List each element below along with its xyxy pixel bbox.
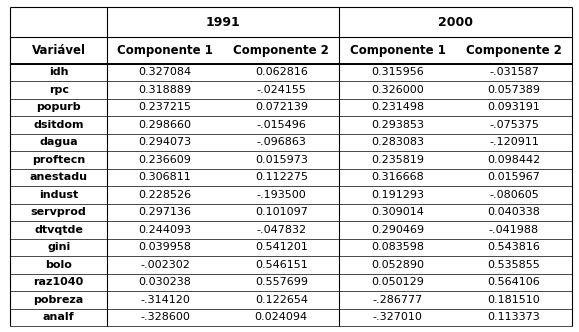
Text: 0.535855: 0.535855 xyxy=(488,260,540,270)
Text: 0.228526: 0.228526 xyxy=(138,190,192,200)
Text: Componente 2: Componente 2 xyxy=(466,44,562,57)
Text: 0.181510: 0.181510 xyxy=(488,295,540,305)
Text: 0.557699: 0.557699 xyxy=(255,277,308,287)
Text: 0.015973: 0.015973 xyxy=(255,155,308,165)
Text: 0.306811: 0.306811 xyxy=(138,172,192,182)
Text: 0.050129: 0.050129 xyxy=(371,277,424,287)
Text: 0.083598: 0.083598 xyxy=(371,242,424,252)
Text: 0.283083: 0.283083 xyxy=(371,137,424,147)
Text: dtvqtde: dtvqtde xyxy=(34,225,83,235)
Text: popurb: popurb xyxy=(36,103,81,113)
Text: Componente 1: Componente 1 xyxy=(117,44,213,57)
Text: 0.072139: 0.072139 xyxy=(255,103,308,113)
Text: raz1040: raz1040 xyxy=(34,277,84,287)
Text: 0.098442: 0.098442 xyxy=(488,155,541,165)
Text: bolo: bolo xyxy=(45,260,72,270)
Text: dagua: dagua xyxy=(39,137,78,147)
Text: dsitdom: dsitdom xyxy=(34,120,84,130)
Text: -.041988: -.041988 xyxy=(489,225,539,235)
Text: -.075375: -.075375 xyxy=(489,120,539,130)
Text: -.024155: -.024155 xyxy=(256,85,306,95)
Text: servprod: servprod xyxy=(31,208,86,217)
Text: 0.309014: 0.309014 xyxy=(371,208,424,217)
Text: 0.122654: 0.122654 xyxy=(255,295,308,305)
Text: analf: analf xyxy=(43,312,75,322)
Text: 0.024094: 0.024094 xyxy=(255,312,308,322)
Text: Variável: Variável xyxy=(32,44,86,57)
Text: proftecn: proftecn xyxy=(32,155,85,165)
Text: -.047832: -.047832 xyxy=(256,225,306,235)
Text: idh: idh xyxy=(49,67,68,77)
Text: 0.543816: 0.543816 xyxy=(488,242,540,252)
Text: 0.564106: 0.564106 xyxy=(488,277,540,287)
Text: -.096863: -.096863 xyxy=(256,137,306,147)
Text: -.314120: -.314120 xyxy=(140,295,190,305)
Text: 0.326000: 0.326000 xyxy=(371,85,424,95)
Text: anestadu: anestadu xyxy=(30,172,87,182)
Text: 0.030238: 0.030238 xyxy=(138,277,192,287)
Text: 0.235819: 0.235819 xyxy=(371,155,424,165)
Text: 0.093191: 0.093191 xyxy=(488,103,540,113)
Text: Componente 2: Componente 2 xyxy=(233,44,329,57)
Text: -.031587: -.031587 xyxy=(489,67,539,77)
Text: 0.112275: 0.112275 xyxy=(255,172,308,182)
Text: 0.546151: 0.546151 xyxy=(255,260,307,270)
Text: rpc: rpc xyxy=(49,85,69,95)
Text: 0.040338: 0.040338 xyxy=(488,208,540,217)
Text: 0.327084: 0.327084 xyxy=(138,67,192,77)
Text: -.193500: -.193500 xyxy=(256,190,306,200)
Text: pobreza: pobreza xyxy=(34,295,84,305)
Text: -.015496: -.015496 xyxy=(256,120,306,130)
Text: 0.298660: 0.298660 xyxy=(138,120,192,130)
Text: 0.062816: 0.062816 xyxy=(255,67,308,77)
Text: 0.294073: 0.294073 xyxy=(138,137,192,147)
Text: 2000: 2000 xyxy=(438,16,473,29)
Text: 0.290469: 0.290469 xyxy=(371,225,424,235)
Text: 0.236609: 0.236609 xyxy=(138,155,192,165)
Text: 0.191293: 0.191293 xyxy=(371,190,424,200)
Text: 0.316668: 0.316668 xyxy=(371,172,424,182)
Text: -.120911: -.120911 xyxy=(489,137,539,147)
Text: 0.318889: 0.318889 xyxy=(138,85,192,95)
Text: 0.113373: 0.113373 xyxy=(488,312,540,322)
Text: 1991: 1991 xyxy=(206,16,240,29)
Text: Componente 1: Componente 1 xyxy=(350,44,446,57)
Text: 0.231498: 0.231498 xyxy=(371,103,424,113)
Text: 0.297136: 0.297136 xyxy=(138,208,192,217)
Text: 0.244093: 0.244093 xyxy=(138,225,192,235)
Text: -.002302: -.002302 xyxy=(140,260,190,270)
Text: 0.057389: 0.057389 xyxy=(488,85,540,95)
Text: 0.015967: 0.015967 xyxy=(488,172,540,182)
Text: -.328600: -.328600 xyxy=(140,312,190,322)
Text: indust: indust xyxy=(39,190,78,200)
Text: -.286777: -.286777 xyxy=(372,295,423,305)
Text: -.327010: -.327010 xyxy=(373,312,423,322)
Text: 0.315956: 0.315956 xyxy=(371,67,424,77)
Text: 0.293853: 0.293853 xyxy=(371,120,424,130)
Text: 0.541201: 0.541201 xyxy=(255,242,308,252)
Text: gini: gini xyxy=(47,242,70,252)
Text: 0.039958: 0.039958 xyxy=(138,242,192,252)
Text: 0.237215: 0.237215 xyxy=(138,103,192,113)
Text: -.080605: -.080605 xyxy=(489,190,539,200)
Text: 0.101097: 0.101097 xyxy=(255,208,308,217)
Text: 0.052890: 0.052890 xyxy=(371,260,424,270)
